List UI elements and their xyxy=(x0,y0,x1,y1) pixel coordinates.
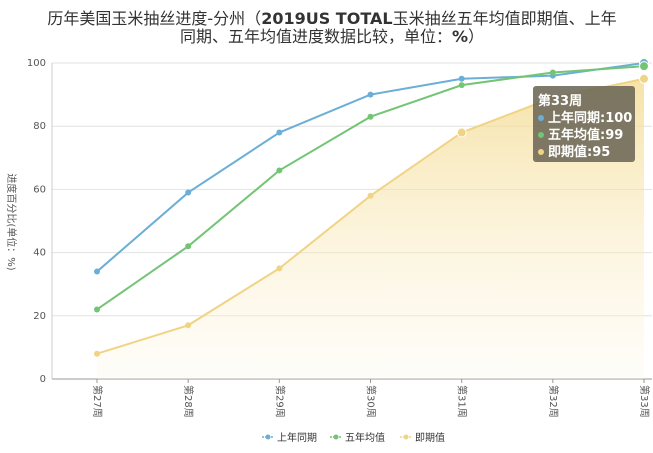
series-area-2 xyxy=(97,78,644,380)
x-tick-label: 第31周 xyxy=(456,385,469,418)
y-tick-label: 80 xyxy=(33,121,46,132)
y-tick-label: 100 xyxy=(27,58,46,69)
data-point[interactable] xyxy=(458,82,465,89)
legend-label[interactable]: 上年同期 xyxy=(277,431,317,444)
data-point[interactable] xyxy=(94,350,100,357)
data-point[interactable] xyxy=(367,113,374,120)
data-point[interactable] xyxy=(94,268,100,275)
tooltip-row: 上年同期:100 xyxy=(548,110,632,126)
x-tick-label: 第27周 xyxy=(91,385,104,418)
legend-label[interactable]: 即期值 xyxy=(415,431,445,444)
tooltip-row: 五年均值:99 xyxy=(548,127,623,143)
y-tick-label: 60 xyxy=(33,184,46,195)
y-tick-label: 20 xyxy=(33,311,46,322)
data-point[interactable] xyxy=(185,243,192,250)
legend-swatch-dot xyxy=(403,434,409,440)
data-point[interactable] xyxy=(367,192,374,199)
x-axis-ticks: 第27周 第28周 第29周 第30周 第31周 第32周 第33周 xyxy=(91,379,651,418)
y-tick-label: 0 xyxy=(40,374,46,385)
data-point[interactable] xyxy=(639,73,649,84)
legend-swatch-dot xyxy=(333,434,339,440)
data-point[interactable] xyxy=(276,129,283,136)
tooltip-marker xyxy=(538,149,544,155)
data-point[interactable] xyxy=(458,75,465,82)
data-point[interactable] xyxy=(276,265,283,272)
tooltip-row: 即期值:95 xyxy=(548,144,610,160)
data-point[interactable] xyxy=(549,69,556,76)
legend-swatch-dot xyxy=(265,434,271,440)
x-tick-label: 第32周 xyxy=(547,385,560,418)
data-point[interactable] xyxy=(276,167,283,174)
legend: 上年同期 五年均值 即期值 xyxy=(262,431,445,444)
y-tick-label: 40 xyxy=(33,248,46,259)
tooltip-background xyxy=(533,86,635,162)
tooltip-marker xyxy=(538,132,544,138)
x-tick-label: 第30周 xyxy=(365,385,378,418)
tooltip-marker xyxy=(538,115,544,121)
data-point[interactable] xyxy=(185,322,192,329)
chart-title-line-2: 同期、五年均值进度数据比较，单位：%） xyxy=(180,27,484,46)
data-point[interactable] xyxy=(367,91,374,98)
x-tick-label: 第29周 xyxy=(273,385,286,418)
y-axis-ticks: 0 20 40 60 80 100 xyxy=(27,58,46,385)
data-point[interactable] xyxy=(639,61,649,72)
x-tick-label: 第28周 xyxy=(182,385,195,418)
tooltip-header: 第33周 xyxy=(538,93,582,109)
chart-title-line-1: 历年美国玉米抽丝进度-分州（2019US TOTAL玉米抽丝五年均值即期值、上年 xyxy=(47,9,616,28)
legend-label[interactable]: 五年均值 xyxy=(345,431,385,444)
data-point[interactable] xyxy=(94,306,100,313)
plot-area xyxy=(94,58,649,380)
data-point[interactable] xyxy=(185,189,192,196)
x-tick-label: 第33周 xyxy=(638,385,651,418)
y-axis-label: 进度百分比(单位：%) xyxy=(5,173,18,270)
data-point[interactable] xyxy=(456,127,467,138)
